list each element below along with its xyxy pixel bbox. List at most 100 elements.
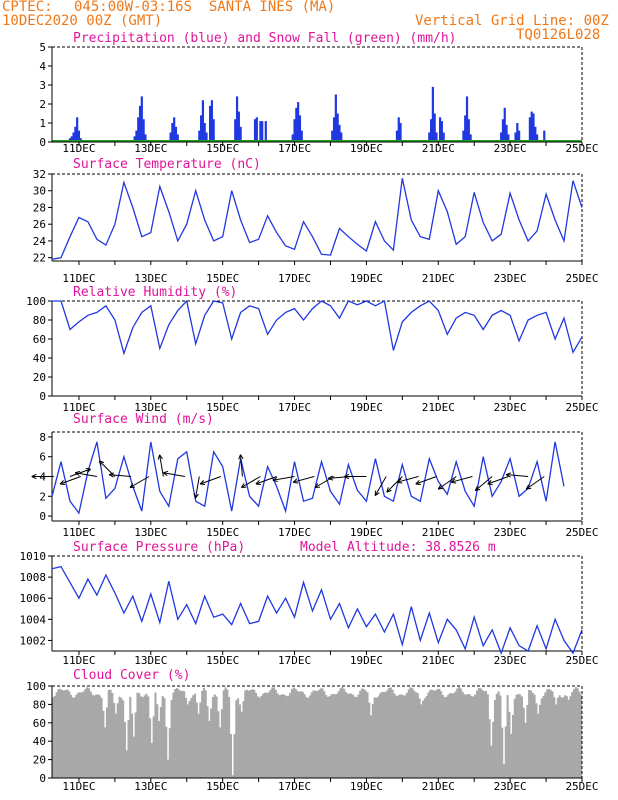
cloud-bar <box>96 694 100 778</box>
wind-arrow-head <box>505 474 511 478</box>
precip-bar <box>239 126 242 142</box>
cloud-bar <box>73 697 76 778</box>
cloud-bar <box>440 691 443 778</box>
x-tick-label: 25DEC <box>565 526 598 539</box>
cloud-bar <box>483 691 486 778</box>
panel-5: Surface Pressure (hPa) Model Altitude: 38… <box>20 540 599 667</box>
wind-arrow-head <box>31 476 37 480</box>
x-tick-label: 21DEC <box>422 401 455 414</box>
cloud-cover-bars <box>52 686 582 778</box>
precip-bar <box>144 134 147 142</box>
cloud-bar <box>89 691 92 778</box>
cloud-bar <box>431 689 434 778</box>
x-tick-label: 19DEC <box>350 780 383 793</box>
precip-bar <box>433 113 436 142</box>
wind-arrow-head <box>386 489 392 493</box>
cloud-bar <box>353 696 356 778</box>
header-grid-note: Vertical Grid Line: 00Z <box>415 13 609 29</box>
precip-bar <box>137 117 140 142</box>
cloud-bar <box>461 691 464 778</box>
cloud-bar <box>229 734 232 778</box>
cloud-bar <box>447 694 450 778</box>
cloud-bar <box>166 759 170 778</box>
wind-arrow-head <box>195 493 199 499</box>
x-tick-label: 11DEC <box>62 780 95 793</box>
cloud-bar <box>278 695 281 778</box>
wind-arrow-head <box>200 483 206 485</box>
y-tick-label: 0 <box>39 510 46 523</box>
y-tick-label: 6 <box>39 451 46 464</box>
cloud-bar <box>513 698 516 778</box>
cloud-bar <box>222 690 225 778</box>
precip-bar <box>297 102 300 142</box>
wind-arrow-head <box>450 478 456 483</box>
wind-arrow-head <box>193 493 196 499</box>
cloud-bar <box>140 696 143 778</box>
panel-title: Surface Pressure (hPa) <box>73 540 245 555</box>
wind-arrow-head <box>415 483 421 485</box>
cloud-bar <box>226 689 229 778</box>
cloud-bar <box>556 697 559 778</box>
panel-2: Surface Temperature (nC) 22 24 26 28 30 32 11DE… <box>33 157 599 285</box>
cloud-bar <box>504 726 507 778</box>
precip-bar <box>505 124 508 142</box>
cloud-bar <box>452 693 455 778</box>
cloud-bar <box>515 695 518 778</box>
x-tick-label: 13DEC <box>134 272 167 285</box>
cloud-bar <box>377 696 380 778</box>
cloud-bar <box>280 694 283 778</box>
cloud-bar <box>274 689 277 778</box>
precip-bar <box>201 100 205 142</box>
cloud-bar <box>407 689 410 778</box>
cloud-bar <box>384 691 387 778</box>
x-tick-label: 19DEC <box>350 142 383 155</box>
precip-bar <box>295 107 298 142</box>
cloud-bar <box>145 693 148 778</box>
wind-arrow-head <box>487 480 492 485</box>
y-tick-label: 60 <box>33 717 46 730</box>
x-tick-label: 25DEC <box>565 780 598 793</box>
x-tick-label: 15DEC <box>206 654 239 667</box>
x-tick-label: 25DEC <box>565 654 598 667</box>
cloud-bar <box>161 696 164 778</box>
wind-arrow-head <box>506 472 512 476</box>
cloud-bar <box>246 689 249 778</box>
cloud-bar <box>100 697 103 778</box>
precip-bar <box>438 117 442 142</box>
cloud-bar <box>398 694 401 778</box>
x-tick-label: 13DEC <box>134 526 167 539</box>
cloud-bar <box>402 695 405 778</box>
cloud-bar <box>449 693 452 778</box>
x-tick-label: 17DEC <box>278 526 311 539</box>
cloud-bar <box>544 692 547 778</box>
cloud-bar <box>334 694 337 778</box>
cloud-bar <box>235 700 238 778</box>
cloud-bar <box>538 704 541 778</box>
cloud-bar <box>64 690 67 778</box>
cloud-bar <box>71 697 74 778</box>
cloud-bar <box>443 697 446 778</box>
cloud-bar <box>330 694 333 778</box>
cloud-bar <box>78 692 82 778</box>
precip-bar <box>514 132 517 142</box>
wind-arrow-head <box>75 470 81 474</box>
cloud-bar <box>476 690 479 778</box>
cloud-bar <box>499 695 502 778</box>
x-tick-label: 23DEC <box>494 401 527 414</box>
cloud-bar <box>468 694 471 778</box>
series-line <box>51 441 565 515</box>
cloud-bar <box>91 694 94 778</box>
cloud-bar <box>188 700 191 778</box>
cloud-bar <box>432 690 435 778</box>
x-tick-label: 23DEC <box>494 654 527 667</box>
cloud-bar <box>150 743 153 778</box>
cloud-bar <box>84 688 87 778</box>
cloud-bar <box>165 726 168 778</box>
precip-bar <box>70 136 73 142</box>
cloud-bar <box>368 702 371 778</box>
cloud-bar <box>175 688 179 778</box>
x-tick-label: 23DEC <box>494 142 527 155</box>
cloud-bar <box>285 696 288 778</box>
cloud-bar <box>553 697 556 778</box>
y-tick-label: 80 <box>33 314 46 327</box>
